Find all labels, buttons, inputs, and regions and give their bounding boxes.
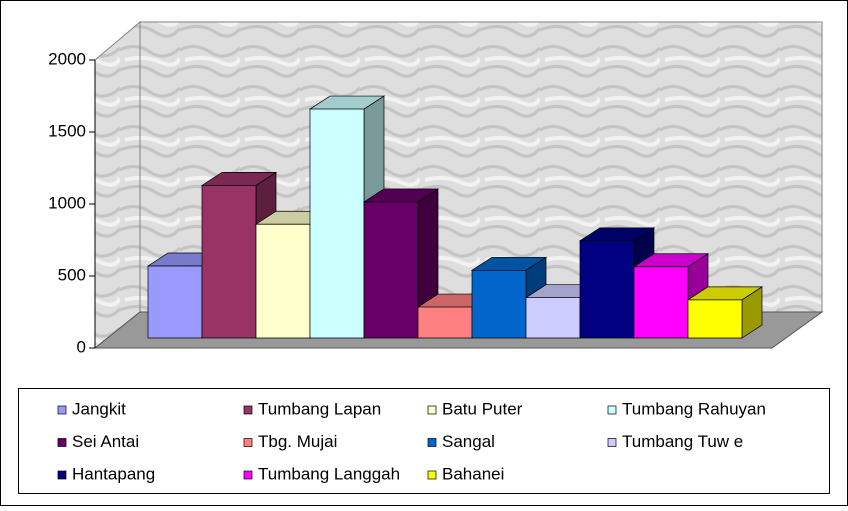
legend-label: Bahanei (442, 464, 504, 483)
legend-swatch (427, 405, 437, 415)
legend-swatch (243, 405, 253, 415)
legend-label: Hantapang (72, 464, 155, 483)
legend-label: Tumbang Rahuyan (622, 399, 766, 418)
legend-label: Tbg. Mujai (258, 432, 337, 451)
legend-swatch (243, 470, 253, 480)
bar (686, 286, 764, 339)
legend-swatch (57, 405, 67, 415)
legend (18, 388, 830, 494)
legend-swatch (607, 438, 617, 447)
y-tick-label: 500 (58, 265, 86, 284)
y-tick-label: 1000 (48, 193, 86, 212)
legend-label: Sangal (442, 432, 495, 451)
legend-swatch (427, 470, 437, 480)
legend-swatch (243, 438, 253, 447)
legend-label: Tumbang Lapan (258, 399, 381, 418)
legend-swatch (427, 438, 437, 447)
y-tick-label: 2000 (48, 49, 86, 68)
side-wall (94, 20, 141, 350)
y-tick-label: 1500 (48, 121, 86, 140)
y-tick-label: 0 (77, 337, 86, 356)
legend-swatch (57, 438, 67, 447)
legend-label: Sei Antai (72, 432, 139, 451)
legend-label: Jangkit (72, 399, 126, 418)
legend-label: Tumbang Tuw e (622, 432, 743, 451)
legend-label: Batu Puter (442, 399, 523, 418)
legend-label: Tumbang Langgah (258, 464, 400, 483)
legend-swatch (57, 470, 67, 480)
legend-swatch (607, 405, 617, 415)
